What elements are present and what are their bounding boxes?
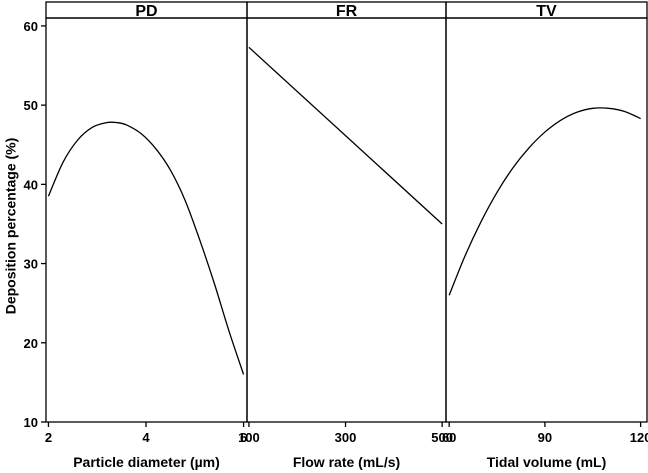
x-tick-label-fr-300: 300 xyxy=(335,430,357,445)
curve-pd xyxy=(47,121,245,375)
x-tick-label-fr-500: 500 xyxy=(431,430,453,445)
y-tick-label-10: 10 xyxy=(24,415,38,430)
strip-label-fr: FR xyxy=(336,3,358,20)
y-tick-label-20: 20 xyxy=(24,336,38,351)
strip-label-tv: TV xyxy=(536,3,557,20)
panel-frame-fr xyxy=(246,17,447,423)
x-axis-title-tv: Tidal volume (mL) xyxy=(487,454,607,470)
x-axis-title-pd: Particle diameter (µm) xyxy=(73,454,220,470)
panel-fr: FR 100 300 500 Flow rate (mL/s) xyxy=(238,1,453,470)
y-tick-label-60: 60 xyxy=(24,19,38,34)
panel-frame-tv xyxy=(445,17,648,423)
x-tick-label-pd-4: 4 xyxy=(142,430,150,445)
x-tick-label-pd-2: 2 xyxy=(45,430,52,445)
x-axis-title-fr: Flow rate (mL/s) xyxy=(293,454,400,470)
curve-fr xyxy=(248,46,443,225)
x-tick-label-tv-90: 90 xyxy=(538,430,552,445)
y-tick-label-40: 40 xyxy=(24,177,38,192)
panel-frame-pd xyxy=(45,17,248,423)
strip-label-pd: PD xyxy=(135,3,157,20)
curve-tv xyxy=(448,107,641,296)
panel-pd: PD 2 4 6 Particle diameter (µm) xyxy=(45,1,248,470)
x-tick-label-fr-100: 100 xyxy=(238,430,260,445)
y-axis-title: Deposition percentage (%) xyxy=(3,138,19,315)
panels: PD 2 4 6 Particle diameter (µm) FR 100 300 500 Fl… xyxy=(45,1,648,470)
x-tick-label-pd-6: 6 xyxy=(240,430,247,445)
y-tick-label-50: 50 xyxy=(24,98,38,113)
y-axis: 10 20 30 40 50 60 xyxy=(24,19,46,430)
x-tick-label-tv-60: 60 xyxy=(442,430,456,445)
y-tick-label-30: 30 xyxy=(24,257,38,272)
panel-tv: TV 60 90 120 Tidal volume (mL) xyxy=(442,1,648,470)
x-tick-label-tv-120: 120 xyxy=(630,430,648,445)
